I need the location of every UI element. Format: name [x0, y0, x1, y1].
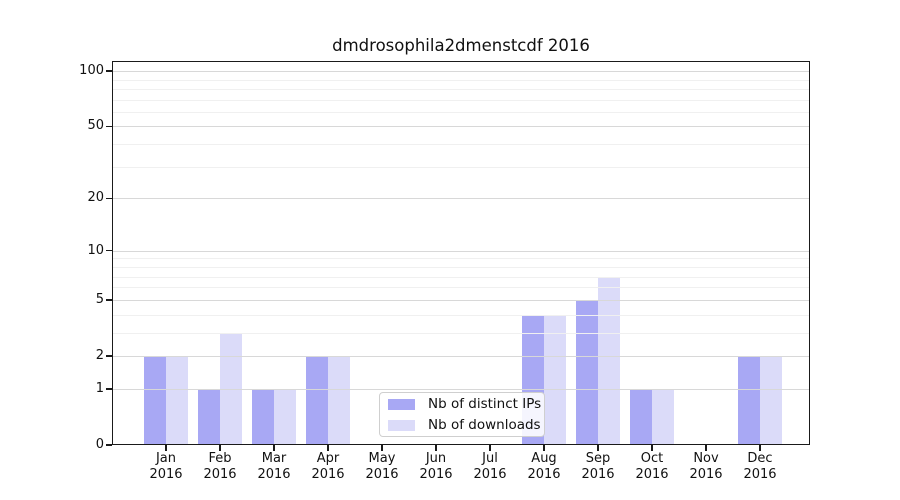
x-tick-mark [273, 445, 275, 451]
x-tick-year: 2016 [257, 467, 291, 482]
x-tick-year: 2016 [149, 467, 183, 482]
y-gridline-minor [112, 99, 810, 101]
x-tick-year: 2016 [203, 467, 237, 482]
x-tick-mark [543, 445, 545, 451]
x-tick-year: 2016 [635, 467, 669, 482]
x-tick-mark [489, 445, 491, 451]
y-tick-label: 10 [87, 242, 104, 258]
x-tick-mark [651, 445, 653, 451]
x-tick-year: 2016 [473, 467, 507, 482]
legend-swatch-downloads-icon [388, 419, 415, 431]
y-gridline-minor [112, 258, 810, 260]
y-tick-mark [106, 249, 112, 252]
x-tick-label-oct: Oct 2016 [622, 451, 682, 483]
y-gridline-major [112, 126, 810, 128]
y-gridline-major [112, 388, 810, 390]
bar-downloads-apr [328, 355, 350, 445]
y-tick-mark [106, 444, 112, 446]
x-tick-year: 2016 [581, 467, 615, 482]
y-tick-mark [106, 125, 112, 128]
chart-title: dmdrosophila2dmenstcdf 2016 [332, 36, 590, 55]
legend-label-downloads: Nb of downloads [428, 417, 541, 433]
x-tick-year: 2016 [527, 467, 561, 482]
bar-downloads-dec [760, 355, 782, 445]
bar-distinct-ips-jan [144, 355, 166, 445]
bar-distinct-ips-dec [738, 355, 760, 445]
x-tick-label-feb: Feb 2016 [190, 451, 250, 483]
x-tick-label-nov: Nov 2016 [676, 451, 736, 483]
y-tick-label: 20 [87, 190, 104, 206]
x-tick-mark [381, 445, 383, 451]
x-tick-label-jul: Jul 2016 [460, 451, 520, 483]
y-gridline-minor [112, 314, 810, 316]
y-gridline-minor [112, 166, 810, 168]
legend-item-distinct-ips: Nb of distinct IPs [388, 396, 541, 412]
x-tick-label-mar: Mar 2016 [244, 451, 304, 483]
y-tick-label: 2 [95, 347, 104, 363]
y-tick-label: 50 [87, 118, 104, 134]
y-tick-label: 5 [95, 291, 104, 307]
legend-item-downloads: Nb of downloads [388, 417, 541, 433]
y-gridline-minor [112, 332, 810, 334]
x-tick-year: 2016 [419, 467, 453, 482]
y-gridline-minor [112, 111, 810, 113]
y-tick-mark [106, 197, 112, 200]
y-gridline-major [112, 198, 810, 200]
bar-downloads-oct [652, 388, 674, 445]
y-tick-mark [106, 388, 112, 390]
x-tick-label-jun: Jun 2016 [406, 451, 466, 483]
y-gridline-minor [112, 287, 810, 289]
x-tick-mark [435, 445, 437, 451]
x-tick-mark [705, 445, 707, 451]
bar-distinct-ips-feb [198, 388, 220, 445]
legend: Nb of distinct IPs Nb of downloads [379, 392, 545, 437]
y-gridline-major [112, 355, 810, 357]
legend-label-distinct-ips: Nb of distinct IPs [428, 396, 542, 412]
x-tick-mark [219, 445, 221, 451]
y-gridline-minor [112, 88, 810, 90]
y-gridline-minor [112, 276, 810, 278]
bar-distinct-ips-oct [630, 388, 652, 445]
bar-downloads-sep [598, 276, 620, 445]
x-tick-mark [327, 445, 329, 451]
y-gridline-minor [112, 79, 810, 81]
bar-distinct-ips-sep [576, 299, 598, 445]
y-gridline-minor [112, 144, 810, 146]
bar-distinct-ips-apr [306, 355, 328, 445]
y-tick-mark [106, 299, 112, 301]
bar-distinct-ips-mar [252, 388, 274, 445]
x-tick-label-jan: Jan 2016 [136, 451, 196, 483]
bar-downloads-aug [544, 314, 566, 445]
x-tick-year: 2016 [365, 467, 399, 482]
bar-downloads-mar [274, 388, 296, 445]
x-tick-mark [165, 445, 167, 451]
x-tick-label-dec: Dec 2016 [730, 451, 790, 483]
y-gridline-minor [112, 266, 810, 268]
y-tick-label: 1 [95, 380, 104, 396]
bar-downloads-jan [166, 355, 188, 445]
y-gridline-major [112, 71, 810, 73]
y-tick-mark [106, 70, 112, 72]
y-gridline-major [112, 250, 810, 252]
x-tick-label-aug: Aug 2016 [514, 451, 574, 483]
x-tick-label-may: May 2016 [352, 451, 412, 483]
x-tick-label-sep: Sep 2016 [568, 451, 628, 483]
plot-area [112, 61, 810, 445]
legend-swatch-distinct-ips-icon [388, 398, 415, 410]
x-tick-mark [597, 445, 599, 451]
x-tick-mark [759, 445, 761, 451]
y-tick-label: 100 [79, 63, 104, 79]
y-tick-label: 0 [95, 437, 104, 452]
x-tick-year: 2016 [689, 467, 723, 482]
y-tick-mark [106, 355, 112, 357]
x-tick-year: 2016 [311, 467, 345, 482]
y-gridline-major [112, 299, 810, 301]
x-tick-label-apr: Apr 2016 [298, 451, 358, 483]
x-tick-year: 2016 [743, 467, 777, 482]
